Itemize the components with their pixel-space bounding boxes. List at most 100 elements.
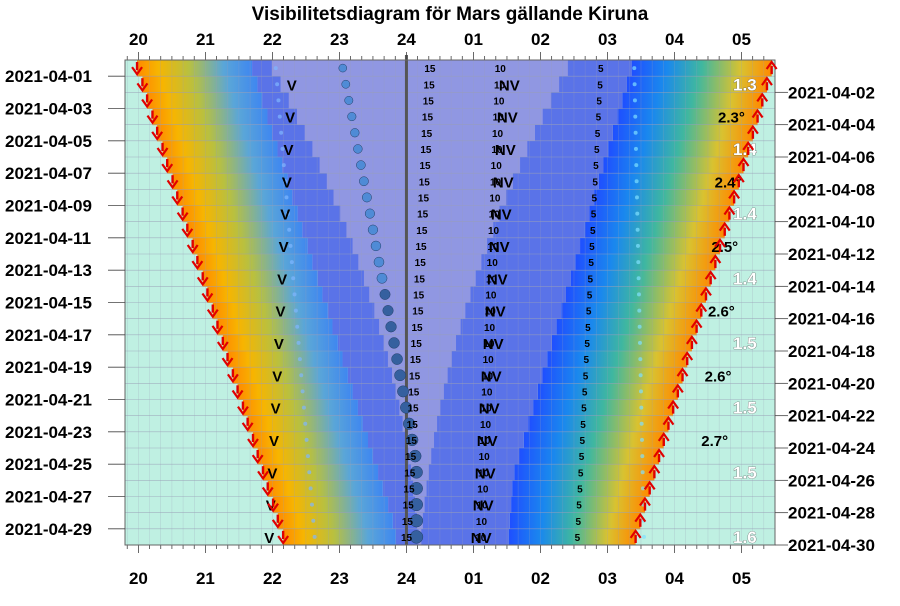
sunset-arrow-head [251, 454, 264, 465]
sunset-arrow-head [161, 163, 174, 174]
star-dot [634, 195, 639, 200]
star-dot [636, 276, 641, 281]
evening-twilight-band [227, 351, 343, 368]
star-dot [285, 211, 290, 216]
star-dot [636, 260, 641, 265]
altitude-label-15: 15 [418, 193, 430, 204]
altitude-label-15: 15 [406, 436, 418, 447]
morning-twilight-band [594, 189, 735, 206]
morning-twilight-band [512, 480, 650, 497]
night-band [382, 480, 513, 497]
star-dot [275, 82, 280, 87]
hour-tick-label-bottom: 24 [397, 569, 416, 588]
evening-twilight-band [197, 254, 313, 271]
evening-twilight-band [137, 60, 253, 77]
direction-label-v: V [275, 304, 285, 321]
sunrise-arrow-head [746, 124, 759, 135]
star-dot [641, 534, 646, 539]
direction-label-nv: NV [487, 271, 508, 288]
star-dot [293, 308, 298, 313]
altitude-label-10: 10 [479, 436, 491, 447]
star-dot [638, 389, 643, 394]
date-label-left: 2021-04-15 [5, 294, 92, 313]
mars-visible-band [326, 173, 513, 190]
star-dot [636, 292, 641, 297]
altitude-label-5: 5 [588, 274, 594, 285]
mars-position-dot [388, 337, 400, 349]
altitude-label-10: 10 [490, 177, 502, 188]
date-label-right: 2021-04-10 [788, 213, 875, 232]
date-label-right: 2021-04-28 [788, 504, 875, 523]
date-label-right: 2021-04-12 [788, 245, 875, 264]
morning-twilight-band [608, 140, 749, 158]
altitude-label-5: 5 [583, 371, 589, 382]
mars-position-dot [361, 192, 372, 203]
sunrise-arrow-head [639, 496, 651, 507]
altitude-label-15: 15 [421, 129, 433, 140]
altitude-label-5: 5 [596, 113, 602, 124]
sunset-arrow-head [196, 276, 209, 287]
morning-twilight-band [523, 431, 664, 449]
hour-tick-label-top: 02 [531, 30, 550, 49]
altitude-label-5: 5 [587, 290, 593, 301]
hour-tick-label-bottom: 04 [665, 569, 684, 588]
morning-twilight-band [533, 399, 674, 417]
mars-visible-band [374, 302, 466, 320]
hour-tick-label-top: 21 [196, 30, 215, 49]
altitude-label-5: 5 [592, 177, 598, 188]
evening-twilight-band [212, 302, 328, 320]
magnitude-label: 1.3 [733, 75, 757, 94]
altitude-label-10: 10 [482, 371, 494, 382]
star-dot [632, 82, 637, 87]
direction-label-nv: NV [489, 239, 510, 256]
elongation-label: 2.4° [715, 174, 742, 191]
evening-twilight-band [267, 480, 383, 497]
direction-label-nv: NV [471, 530, 492, 547]
magnitude-label: 1.5 [733, 334, 757, 353]
star-dot [276, 98, 281, 103]
sunrise-arrow-head [761, 76, 773, 86]
elongation-label: 2.5° [711, 239, 738, 256]
evening-twilight-band [167, 157, 283, 174]
sunset-arrow-head [141, 98, 154, 109]
altitude-label-15: 15 [423, 96, 435, 107]
mars-visible-band [304, 124, 536, 142]
sunset-arrow-head [237, 406, 249, 416]
sunrise-arrow-head [695, 302, 708, 313]
star-dot [300, 389, 305, 394]
sunset-arrow-head [146, 115, 159, 125]
altitude-label-5: 5 [597, 80, 603, 91]
magnitude-label: 1.4 [733, 269, 757, 288]
altitude-label-5: 5 [585, 323, 591, 334]
sunset-arrow-head [131, 66, 143, 77]
altitude-label-10: 10 [485, 290, 497, 301]
altitude-label-10: 10 [481, 387, 493, 398]
altitude-label-5: 5 [588, 258, 594, 269]
star-dot [308, 486, 313, 491]
mars-position-dot [376, 272, 388, 284]
star-dot [633, 114, 638, 119]
date-label-left: 2021-04-17 [5, 326, 92, 345]
mars-position-dot [379, 289, 391, 300]
star-dot [637, 308, 642, 313]
elongation-label: 2.6° [705, 368, 732, 385]
altitude-label-15: 15 [411, 323, 423, 334]
star-dot [279, 130, 284, 135]
morning-twilight-band [547, 351, 688, 368]
hour-tick-label-top: 03 [598, 30, 617, 49]
direction-label-v: V [280, 207, 290, 224]
altitude-label-15: 15 [424, 80, 436, 91]
altitude-label-15: 15 [412, 307, 424, 318]
evening-twilight-band [172, 173, 288, 190]
altitude-label-10: 10 [485, 307, 497, 318]
sunrise-arrow-head [756, 92, 769, 102]
hour-tick-label-top: 22 [263, 30, 282, 49]
date-label-right: 2021-04-14 [788, 277, 876, 296]
sunset-arrow-head [181, 228, 194, 238]
evening-twilight-band [257, 448, 373, 465]
morning-twilight-band [612, 124, 753, 142]
star-dot [281, 163, 286, 168]
magnitude-label: 1.6 [733, 528, 757, 547]
sunrise-arrow-head [723, 205, 736, 216]
altitude-label-10: 10 [478, 468, 490, 479]
